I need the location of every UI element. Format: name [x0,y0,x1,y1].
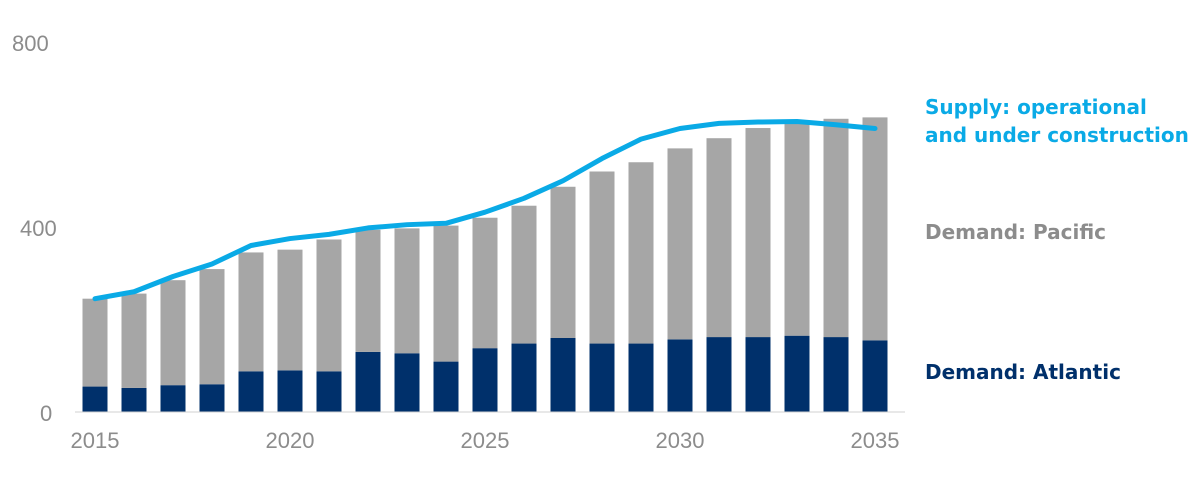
bar-pacific [706,138,732,338]
legend-supply-line2: and under construction [925,123,1189,147]
y-tick-label: 0 [40,401,52,426]
bar-pacific [628,162,654,344]
bar-atlantic [784,335,810,412]
x-tick-label: 2035 [851,428,900,453]
legend: Supply: operational and under constructi… [925,95,1189,384]
bar-atlantic [433,361,459,412]
bar-pacific [355,229,381,352]
bar-pacific [121,293,147,388]
bar-atlantic [862,340,888,412]
bar-atlantic [550,338,576,412]
bar-atlantic [355,351,381,412]
bar-atlantic [628,343,654,412]
bar-pacific [667,148,693,340]
x-tick-label: 2015 [71,428,120,453]
bar-pacific [550,186,576,338]
bar-pacific [511,205,537,344]
bar-pacific [160,280,186,386]
x-tick-label: 2030 [656,428,705,453]
bar-pacific [823,118,849,338]
bar-atlantic [199,384,225,412]
bar-pacific [394,228,420,354]
bar-pacific [784,122,810,336]
bar-atlantic [316,371,342,412]
legend-supply-line1: Supply: operational [925,95,1147,119]
bar-atlantic [589,343,615,412]
bar-pacific [472,217,498,349]
legend-atlantic: Demand: Atlantic [925,360,1121,384]
bar-pacific [238,252,264,372]
bar-pacific [199,269,225,385]
bar-atlantic [238,371,264,412]
bar-atlantic [472,348,498,412]
bar-pacific [82,298,108,387]
bars [82,117,888,412]
x-tick-label: 2020 [266,428,315,453]
y-tick-label: 800 [12,31,49,56]
bar-pacific [316,239,342,372]
bar-atlantic [511,343,537,412]
x-axis-ticks: 2015 2020 2025 2030 2035 [71,428,900,453]
supply-line [92,119,878,302]
bar-pacific [589,171,615,344]
bar-pacific [745,128,771,338]
bar-atlantic [394,353,420,412]
supply-line-group [92,119,878,302]
y-tick-label: 400 [20,216,57,241]
bar-atlantic [745,337,771,412]
x-tick-label: 2025 [461,428,510,453]
bar-atlantic [277,370,303,412]
bar-atlantic [160,385,186,412]
bar-atlantic [706,337,732,412]
y-axis-ticks: 800 400 0 [12,31,57,426]
legend-pacific: Demand: Pacific [925,220,1106,244]
bar-atlantic [121,387,147,412]
bar-pacific [862,117,888,341]
bar-atlantic [823,337,849,412]
bar-atlantic [667,339,693,412]
bar-pacific [433,225,459,362]
bar-atlantic [82,386,108,412]
bar-pacific [277,249,303,371]
